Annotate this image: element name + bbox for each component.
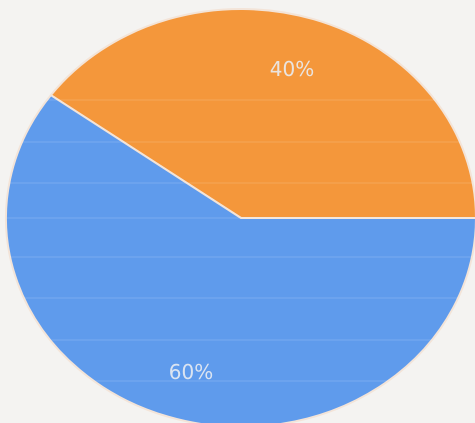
pie-slice-1 [5,93,475,423]
slice-label-blue: 60% [169,360,213,384]
slice-label-orange: 40% [270,57,314,81]
pie-slices [5,8,475,423]
pie-labels: 40% 60% [169,57,314,384]
pie-slice-0 [49,8,475,219]
